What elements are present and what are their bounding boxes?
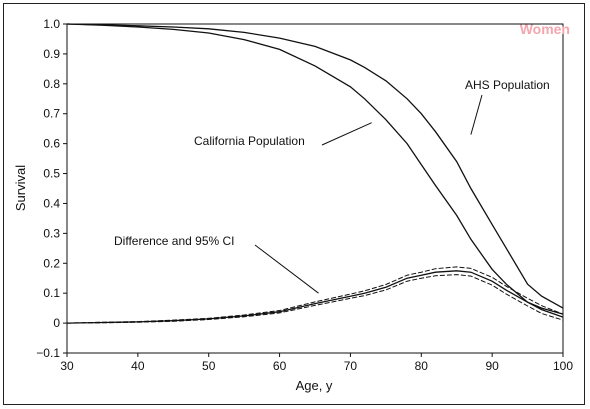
panel-label: Women <box>520 21 570 37</box>
california-population-line <box>66 23 564 315</box>
y-tick-label: 0.2 <box>43 256 60 270</box>
y-tick-label: 1.0 <box>43 17 60 31</box>
ahs-population-annotation-leader <box>470 94 483 135</box>
y-tick-label: 0 <box>53 316 60 330</box>
ahs-population-annotation-label: AHS Population <box>465 78 550 92</box>
ahs-population-line <box>66 23 564 309</box>
y-tick-label: 0.9 <box>43 47 60 61</box>
plot-area: −0.1 0 0.1 0.2 0.3 0.4 0.5 0.6 0.7 0.8 0.9 1.0 30 40 5… <box>36 17 573 373</box>
x-tick-label: 80 <box>415 359 429 373</box>
x-tick-label: 30 <box>60 359 74 373</box>
y-tick-label: 0.3 <box>43 226 60 240</box>
x-tick-label: 100 <box>553 359 573 373</box>
x-tick-label: 90 <box>485 359 499 373</box>
x-axis-title: Age, y <box>296 378 333 393</box>
y-tick-label: 0.6 <box>43 137 60 151</box>
difference-annotation-label: Difference and 95% CI <box>114 234 235 248</box>
ci-upper-line <box>66 266 564 324</box>
y-tick-label: −0.1 <box>36 346 60 360</box>
y-axis-title: Survival <box>13 165 28 211</box>
difference-line <box>66 270 564 324</box>
y-tick-label: 0.8 <box>43 77 60 91</box>
y-tick-label: 0.1 <box>43 286 60 300</box>
chart-frame <box>3 3 585 405</box>
ci-lower-line <box>66 274 564 324</box>
difference-annotation-leader <box>254 244 319 294</box>
x-tick-label: 50 <box>202 359 216 373</box>
plot-border <box>66 23 564 354</box>
y-tick-label: 0.5 <box>43 167 60 181</box>
y-tick-label: 0.4 <box>43 196 60 210</box>
california-population-annotation-leader <box>321 122 372 146</box>
y-tick-label: 0.7 <box>43 107 60 121</box>
california-population-annotation-label: California Population <box>194 134 305 148</box>
x-tick-label: 60 <box>273 359 287 373</box>
x-tick-label: 40 <box>131 359 145 373</box>
x-tick-label: 70 <box>344 359 358 373</box>
